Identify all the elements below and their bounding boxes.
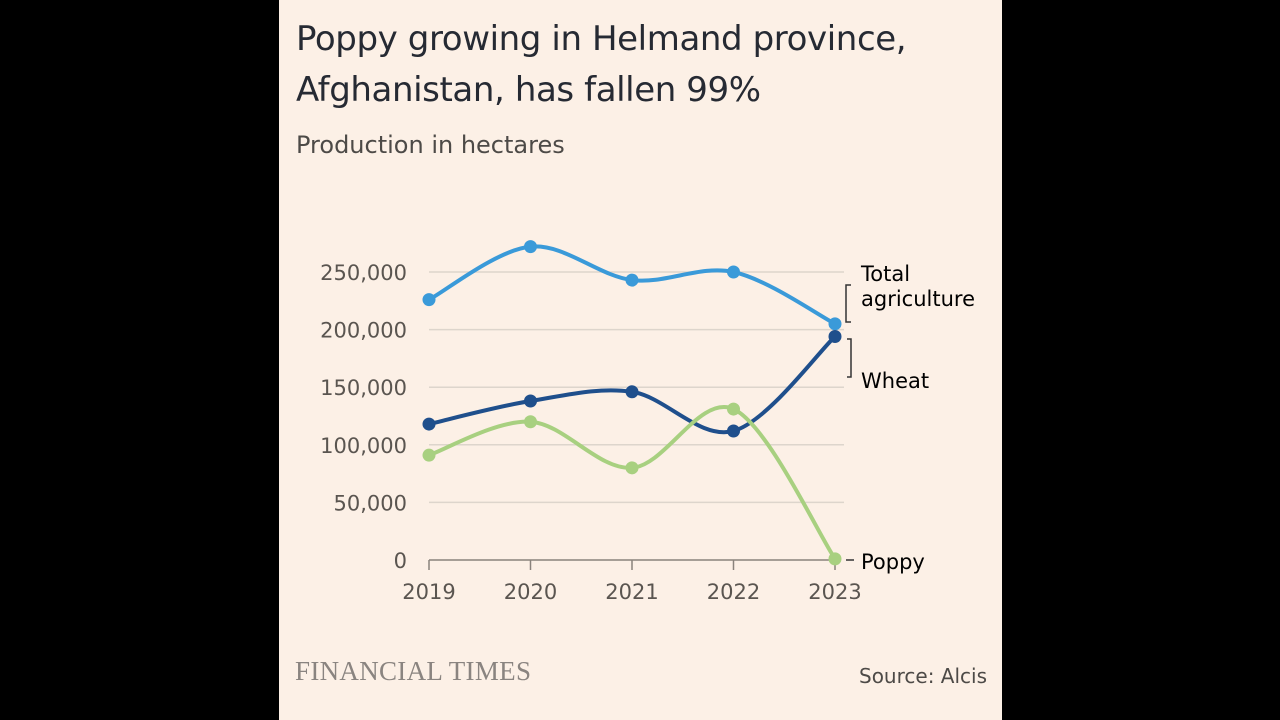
y-tick-label: 50,000: [334, 491, 407, 515]
wheat-bracket: [847, 338, 852, 378]
poppy-label: Poppy: [861, 550, 925, 574]
chart-card: Poppy growing in Helmand province, Afgha…: [279, 0, 1002, 720]
x-tick-label: 2021: [605, 580, 658, 604]
series-line-2: [427, 405, 837, 561]
y-tick-label: 150,000: [320, 376, 407, 400]
x-tick-label: 2023: [808, 580, 861, 604]
x-tick-label: 2019: [402, 580, 455, 604]
y-tick-label: 100,000: [320, 434, 407, 458]
gridlines: [429, 271, 844, 504]
y-tick-label: 200,000: [320, 319, 407, 343]
total-agriculture-label-line2: agriculture: [861, 287, 975, 311]
chart-subtitle: Production in hectares: [296, 131, 565, 159]
source-note: Source: Alcis: [859, 664, 987, 688]
total-agriculture-bracket: [845, 284, 851, 323]
y-axis-tick-labels: 0 50,000 100,000 150,000 200,000 250,000: [320, 261, 407, 573]
data-point: [727, 424, 740, 438]
x-axis: 2019 2020 2021 2022 2023: [402, 559, 862, 604]
chart-title: Poppy growing in Helmand province, Afgha…: [296, 19, 907, 110]
x-tick-label: 2022: [707, 580, 760, 604]
data-point: [828, 330, 842, 344]
data-point: [828, 317, 842, 331]
data-point: [524, 394, 537, 408]
data-point: [625, 461, 639, 475]
data-point: [727, 402, 740, 416]
data-point: [422, 417, 436, 431]
y-tick-label: 250,000: [320, 261, 407, 285]
data-point: [524, 240, 537, 254]
data-point: [625, 385, 639, 399]
series-line-1: [427, 334, 837, 435]
series-labels: Total agriculture Wheat Poppy: [845, 262, 975, 574]
x-tick-label: 2020: [504, 580, 557, 604]
wheat-label: Wheat: [861, 369, 929, 393]
data-point: [727, 265, 740, 279]
y-tick-label: 0: [394, 549, 407, 573]
data-point: [422, 293, 436, 307]
total-agriculture-label-line1: Total: [860, 262, 910, 286]
financial-times-logo: FINANCIAL TIMES: [295, 656, 532, 686]
data-point: [828, 552, 842, 566]
series-points: [422, 240, 842, 566]
data-point: [524, 415, 537, 429]
data-point: [422, 448, 436, 462]
series-lines: [427, 244, 837, 561]
data-point: [625, 273, 639, 287]
line-chart: 0 50,000 100,000 150,000 200,000 250,000 2019…: [320, 240, 975, 604]
